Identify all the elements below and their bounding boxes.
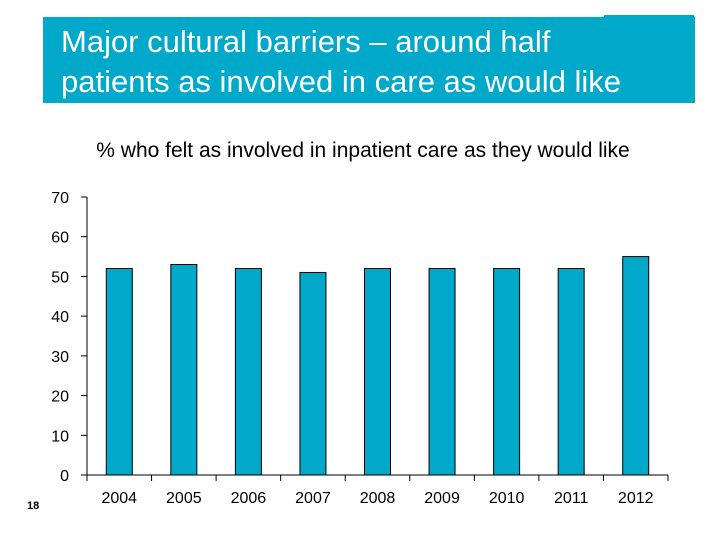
bar-2010 [493, 267, 521, 476]
x-tick-label: 2009 [424, 490, 460, 507]
y-tick-label: 30 [51, 349, 69, 366]
y-tick-label: 50 [51, 269, 69, 286]
bar-2007 [299, 271, 327, 476]
bar-2005 [170, 264, 198, 476]
x-tick-label: 2004 [101, 490, 137, 507]
x-tick-label: 2011 [554, 490, 589, 507]
y-tick-label: 60 [51, 230, 69, 247]
bars [105, 256, 650, 476]
slide-title-line-2: patients as involved in care as would li… [61, 64, 622, 99]
slide-title: Major cultural barriers – around half pa… [61, 22, 691, 102]
y-tick-label: 10 [51, 428, 69, 445]
slide-title-line-1: Major cultural barriers – around half [61, 24, 551, 59]
chart-title: % who felt as involved in inpatient care… [96, 139, 630, 162]
y-tick-label: 20 [51, 389, 69, 406]
bar-2009 [428, 267, 456, 476]
bar-2011 [557, 267, 585, 476]
y-tick-label: 0 [60, 468, 69, 485]
x-tick-label: 2012 [618, 490, 654, 507]
x-tick-label: 2007 [295, 490, 331, 507]
bar-2012 [622, 256, 650, 476]
x-tick-label: 2005 [166, 490, 202, 507]
y-tick-label: 70 [51, 190, 69, 207]
x-tick-label: 2010 [489, 490, 525, 507]
x-tick-label: 2008 [360, 490, 396, 507]
slide-number: 18 [27, 500, 40, 512]
y-axis: 0 10 20 30 40 50 60 70 [51, 190, 88, 485]
title-banner [43, 17, 695, 103]
x-tick-label: 2006 [231, 490, 267, 507]
bar-2006 [234, 267, 262, 476]
bar-2008 [364, 267, 391, 476]
y-tick-label: 40 [51, 309, 69, 326]
x-axis: 2004 2005 2006 2007 2008 2009 2010 2011 2012 [86, 474, 669, 507]
bar-2004 [105, 267, 133, 476]
